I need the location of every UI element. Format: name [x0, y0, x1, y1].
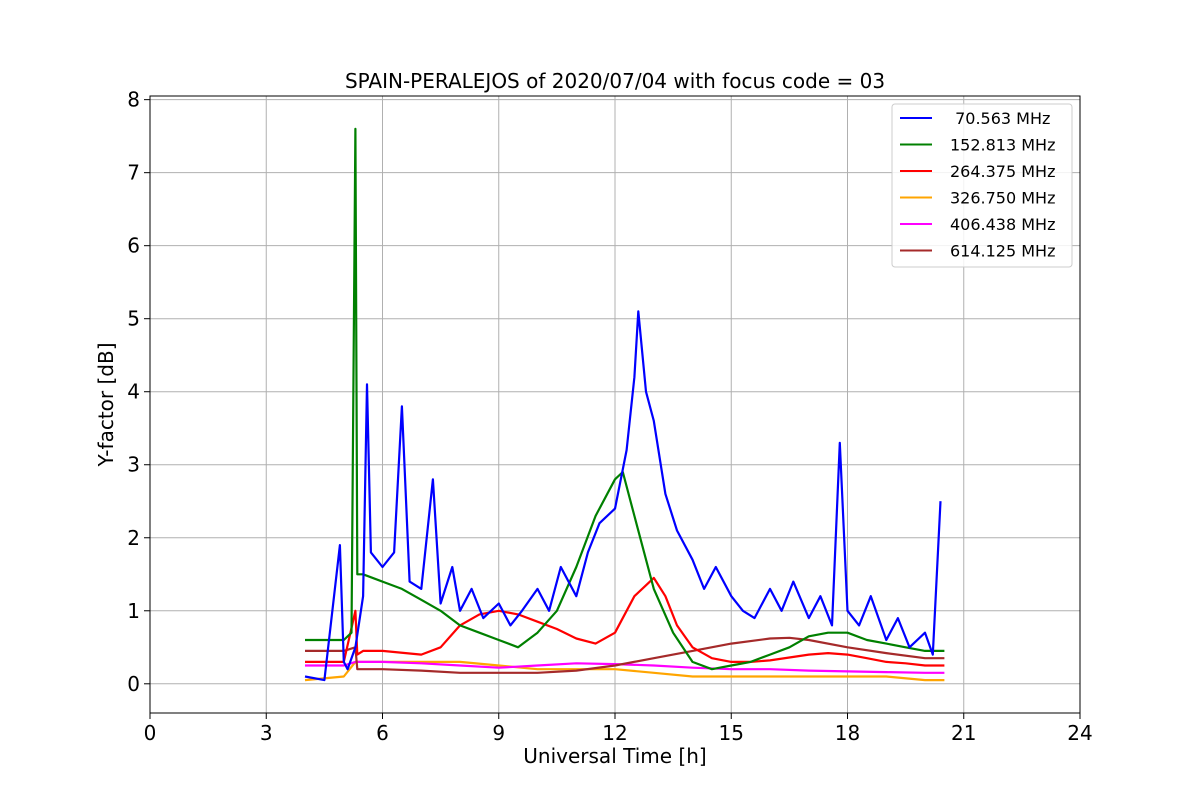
legend: 70.563 MHz 152.813 MHz 264.375 MHz 326.750 … [891, 103, 1073, 268]
x-axis-label: Universal Time [h] [523, 744, 706, 768]
x-tick-label: 21 [951, 721, 976, 745]
series-line-2 [305, 576, 945, 667]
grid [149, 96, 1081, 713]
x-tick-label: 12 [602, 721, 627, 745]
legend-frame [891, 103, 1073, 268]
series-line-1 [305, 127, 945, 671]
legend-label: 614.125 MHz [950, 242, 1055, 261]
x-tick-label: 6 [376, 721, 389, 745]
y-tick-label: 4 [127, 380, 140, 404]
legend-label: 326.750 MHz [950, 189, 1055, 208]
y-tick-label: 6 [127, 234, 140, 258]
y-tick-label: 7 [127, 161, 140, 185]
x-tick-label: 15 [719, 721, 744, 745]
legend-label: 264.375 MHz [950, 162, 1055, 181]
y-tick-label: 0 [127, 672, 140, 696]
y-tick-label: 1 [127, 599, 140, 623]
x-tick-label: 3 [260, 721, 273, 745]
x-tick-label: 18 [835, 721, 860, 745]
y-tick-label: 2 [127, 526, 140, 550]
x-tick-label: 0 [144, 721, 157, 745]
legend-label: 406.438 MHz [950, 215, 1055, 234]
series-line-4 [305, 660, 945, 674]
legend-label: 70.563 MHz [950, 109, 1050, 128]
series-line-0 [304, 310, 942, 682]
y-tick-label: 8 [127, 88, 140, 112]
chart-title: SPAIN-PERALEJOS of 2020/07/04 with focus… [345, 69, 885, 93]
x-tick-label: 24 [1067, 721, 1092, 745]
y-tick-label: 5 [127, 307, 140, 331]
legend-label: 152.813 MHz [950, 136, 1055, 155]
series-layer [304, 127, 945, 682]
y-tick-label: 3 [127, 453, 140, 477]
y-axis-label: Y-factor [dB] [94, 342, 118, 467]
x-tick-label: 9 [492, 721, 505, 745]
series-line-5 [305, 636, 945, 674]
